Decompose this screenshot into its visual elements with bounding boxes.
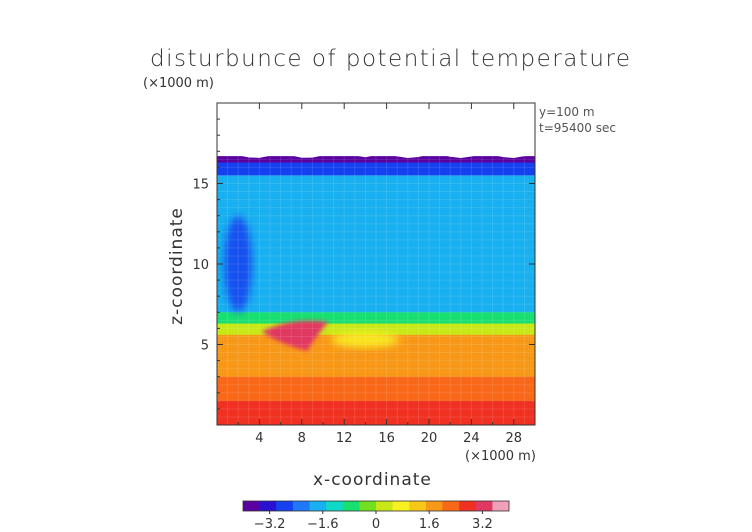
contour-band-2: [217, 175, 535, 313]
z-unit-label: (×1000 m): [143, 76, 214, 91]
colorbar-swatch-3: [292, 501, 310, 511]
colorbar-swatch-14: [475, 501, 493, 511]
x-tick-label-4: 20: [421, 431, 438, 446]
contour-band-4: [217, 323, 535, 336]
colorbar-swatch-4: [309, 501, 327, 511]
y-tick-label-0: 5: [201, 339, 209, 354]
x-tick-label-0: 4: [255, 431, 263, 446]
axes: 4 8 12 16 20 24 28 5 10 15: [192, 103, 535, 446]
colorbar-tick-label-3: 1.6: [419, 517, 440, 532]
contour-band-3: [217, 312, 535, 325]
colorbar-swatch-6: [342, 501, 360, 511]
contour-field: [217, 103, 535, 425]
time-annotation: t=95400 sec: [539, 121, 616, 135]
colorbar-swatch-15: [492, 501, 510, 511]
x-tick-label-1: 8: [298, 431, 306, 446]
x-tick-label-6: 28: [506, 431, 523, 446]
colorbar-tick-label-4: 3.2: [472, 517, 493, 532]
colorbar-swatch-10: [409, 501, 427, 511]
colorbar: −3.2 −1.6 0 1.6 3.2: [242, 500, 510, 532]
colorbar-tick-label-2: 0: [372, 517, 380, 532]
colorbar-tick-label-1: −1.6: [307, 517, 339, 532]
warm-tongue-2: [331, 331, 400, 348]
x-tick-label-2: 12: [336, 431, 353, 446]
colorbar-swatch-0: [243, 501, 260, 511]
x-axis-label: x-coordinate: [313, 470, 432, 490]
y-tick-label-2: 15: [192, 178, 209, 193]
x-tick-label-5: 24: [463, 431, 480, 446]
colorbar-swatch-2: [276, 501, 294, 511]
colorbar-swatch-8: [376, 501, 393, 511]
contour-band-7: [217, 400, 535, 425]
colorbar-swatch-7: [359, 501, 377, 511]
colorbar-swatch-11: [425, 501, 443, 511]
contour-band-6: [217, 376, 535, 402]
contour-band-1: [217, 162, 535, 176]
colorbar-swatch-5: [326, 501, 344, 511]
colorbar-swatch-13: [459, 501, 477, 511]
y-position-annotation: y=100 m: [539, 105, 595, 119]
cold-core-0: [224, 216, 253, 312]
above-data-region: [217, 103, 535, 159]
chart-title: disturbunce of potential temperature: [150, 46, 632, 72]
contour-band-0: [217, 156, 535, 164]
x-tick-label-3: 16: [378, 431, 395, 446]
colorbar-tick-label-0: −3.2: [254, 517, 286, 532]
colorbar-swatch-1: [259, 501, 277, 511]
y-tick-label-1: 10: [192, 258, 209, 273]
colorbar-swatch-12: [442, 501, 460, 511]
colorbar-swatch-9: [392, 501, 410, 511]
x-unit-label: (×1000 m): [465, 449, 536, 464]
warm-core-1: [261, 320, 329, 351]
